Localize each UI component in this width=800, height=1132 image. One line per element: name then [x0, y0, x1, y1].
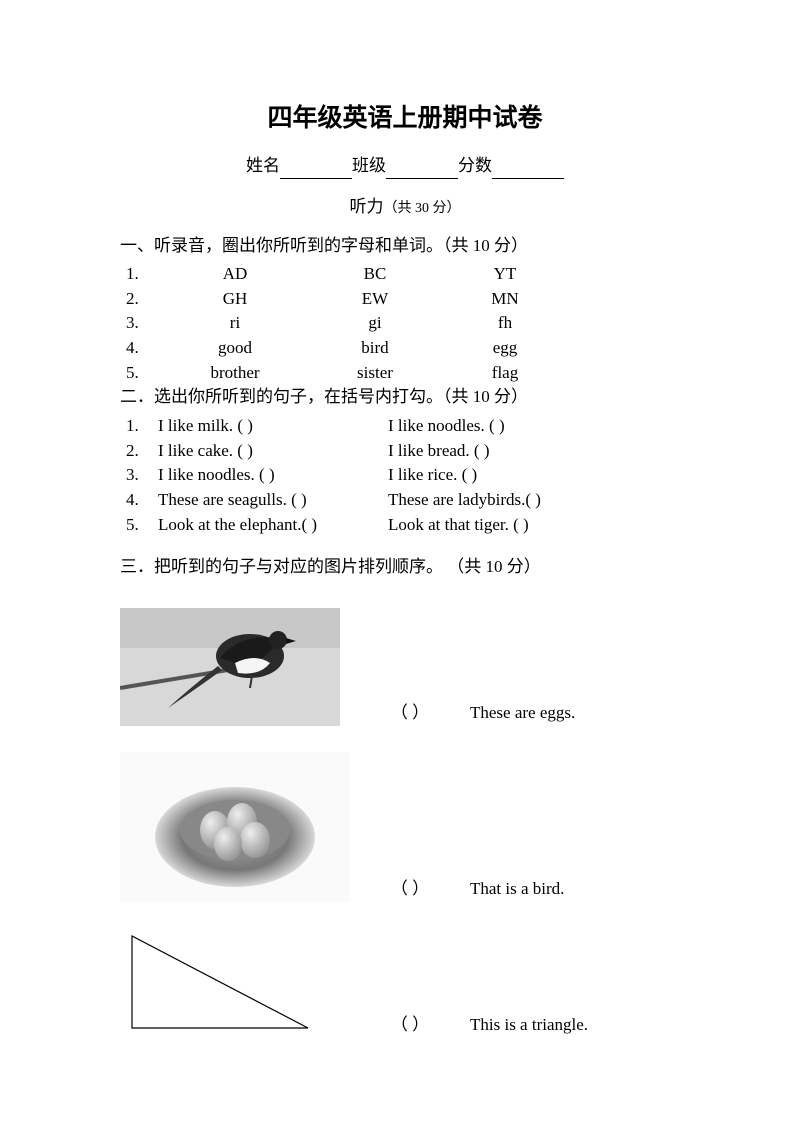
q2-opt-a: Look at the elephant.( ) — [158, 513, 388, 538]
nest-image — [120, 752, 350, 902]
q1-opt-c: MN — [440, 287, 570, 312]
class-blank[interactable] — [386, 163, 458, 179]
q2-num: 3. — [120, 463, 158, 488]
q1-num: 4. — [120, 336, 160, 361]
caption-1: These are eggs. — [470, 701, 575, 726]
q2-num: 2. — [120, 439, 158, 464]
q1-opt-c: YT — [440, 262, 570, 287]
q2-num: 5. — [120, 513, 158, 538]
name-label: 姓名 — [246, 156, 280, 175]
listening-header: 听力（共 30 分） — [120, 195, 690, 220]
q1-row: 4. good bird egg — [120, 336, 690, 361]
paren-1[interactable]: （ ） — [350, 701, 470, 726]
q2-opt-a: These are seagulls. ( ) — [158, 488, 388, 513]
q2-row: 3. I like noodles. ( ) I like rice. ( ) — [120, 463, 690, 488]
q1-opt-a: brother — [160, 361, 310, 386]
q1-opt-b: BC — [310, 262, 440, 287]
class-label: 班级 — [352, 156, 386, 175]
bird-image — [120, 608, 350, 726]
score-blank[interactable] — [492, 163, 564, 179]
q1-opt-a: GH — [160, 287, 310, 312]
section-1-intro: 一、听录音，圈出你所听到的字母和单词。（共 10 分） — [120, 234, 690, 259]
q2-opt-b: These are ladybirds.( ) — [388, 488, 638, 513]
section-1-rows: 1. AD BC YT 2. GH EW MN 3. ri gi fh 4. g… — [120, 262, 690, 385]
paren-3[interactable]: （ ） — [350, 1013, 470, 1038]
q2-row: 5. Look at the elephant.( ) Look at that… — [120, 513, 690, 538]
section-2-intro: 二．选出你所听到的句子，在括号内打勾。（共 10 分） — [120, 385, 690, 410]
q1-row: 2. GH EW MN — [120, 287, 690, 312]
q1-row: 5. brother sister flag — [120, 361, 690, 386]
name-blank[interactable] — [280, 163, 352, 179]
q1-opt-b: EW — [310, 287, 440, 312]
image-row-3: （ ） This is a triangle. — [120, 928, 690, 1038]
q1-row: 1. AD BC YT — [120, 262, 690, 287]
triangle-image — [120, 928, 350, 1038]
q1-opt-c: flag — [440, 361, 570, 386]
q1-opt-b: bird — [310, 336, 440, 361]
exam-title: 四年级英语上册期中试卷 — [120, 100, 690, 136]
q1-num: 1. — [120, 262, 160, 287]
paren-2[interactable]: （ ） — [350, 877, 470, 902]
listening-points: （共 30 分） — [384, 201, 461, 216]
q2-opt-b: Look at that tiger. ( ) — [388, 513, 638, 538]
q2-row: 4. These are seagulls. ( ) These are lad… — [120, 488, 690, 513]
q2-row: 1. I like milk. ( ) I like noodles. ( ) — [120, 414, 690, 439]
q2-row: 2. I like cake. ( ) I like bread. ( ) — [120, 439, 690, 464]
section-3-intro: 三．把听到的句子与对应的图片排列顺序。 （共 10 分） — [120, 555, 690, 580]
q1-num: 5. — [120, 361, 160, 386]
caption-2: That is a bird. — [470, 877, 564, 902]
score-label: 分数 — [458, 156, 492, 175]
info-line: 姓名 班级 分数 — [120, 154, 690, 179]
q1-row: 3. ri gi fh — [120, 311, 690, 336]
q1-opt-a: good — [160, 336, 310, 361]
q1-opt-a: AD — [160, 262, 310, 287]
section-2-rows: 1. I like milk. ( ) I like noodles. ( ) … — [120, 414, 690, 537]
q1-opt-a: ri — [160, 311, 310, 336]
q1-opt-c: egg — [440, 336, 570, 361]
q1-num: 3. — [120, 311, 160, 336]
q2-opt-a: I like milk. ( ) — [158, 414, 388, 439]
q1-opt-b: gi — [310, 311, 440, 336]
image-row-2: （ ） That is a bird. — [120, 752, 690, 902]
q2-opt-a: I like cake. ( ) — [158, 439, 388, 464]
q1-num: 2. — [120, 287, 160, 312]
q1-opt-c: fh — [440, 311, 570, 336]
q2-opt-b: I like rice. ( ) — [388, 463, 638, 488]
q2-opt-b: I like noodles. ( ) — [388, 414, 638, 439]
q1-opt-b: sister — [310, 361, 440, 386]
q2-opt-b: I like bread. ( ) — [388, 439, 638, 464]
image-row-1: （ ） These are eggs. — [120, 608, 690, 726]
caption-3: This is a triangle. — [470, 1013, 588, 1038]
q2-opt-a: I like noodles. ( ) — [158, 463, 388, 488]
listening-label: 听力 — [350, 197, 384, 216]
q2-num: 4. — [120, 488, 158, 513]
q2-num: 1. — [120, 414, 158, 439]
